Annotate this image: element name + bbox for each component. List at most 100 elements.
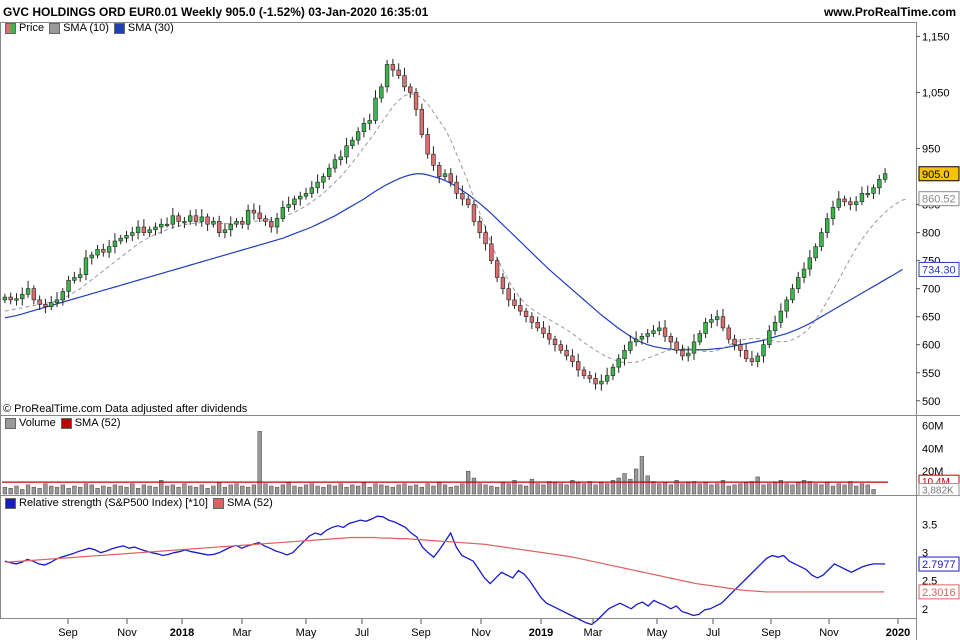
volume-bar xyxy=(674,480,679,495)
candle-body xyxy=(188,215,193,222)
volume-sma-value: 10.4M xyxy=(922,477,950,488)
volume-bar xyxy=(199,484,204,495)
candle-body xyxy=(49,302,54,307)
rs-sma-line xyxy=(5,536,885,593)
volume-bar xyxy=(135,488,141,495)
volume-bar xyxy=(755,476,760,495)
candle-body xyxy=(72,277,77,281)
volume-bar xyxy=(164,485,170,495)
candle-body xyxy=(610,366,616,376)
candle-body xyxy=(865,193,870,196)
volume-bar xyxy=(170,484,175,495)
volume-bar xyxy=(859,483,865,495)
title-bar: GVC HOLDINGS ORD EUR0.01 Weekly 905.0 (-… xyxy=(0,0,960,22)
volume-bar xyxy=(715,483,720,495)
volume-bar xyxy=(292,485,297,495)
volume-bar xyxy=(500,482,506,495)
candle-body xyxy=(211,221,216,225)
candle-body xyxy=(489,243,494,261)
volume-bar xyxy=(89,484,94,495)
candle-body xyxy=(199,216,204,222)
volume-bar xyxy=(83,483,89,495)
candle-body xyxy=(535,322,540,329)
x-tick-label: 2020 xyxy=(886,627,910,639)
volume-bar xyxy=(141,484,147,495)
volume-bar xyxy=(327,484,332,495)
candle-body xyxy=(222,229,228,233)
volume-bar xyxy=(668,484,673,495)
candle-body xyxy=(292,198,297,205)
price-tick-label: 1,150 xyxy=(922,31,950,43)
price-value-box xyxy=(918,261,960,277)
volume-bar xyxy=(95,488,100,495)
candle-body xyxy=(193,215,199,222)
price-tick-label: 700 xyxy=(922,284,940,296)
legend-price-label: Price xyxy=(19,22,45,34)
candle-body xyxy=(686,352,691,357)
volume-bar xyxy=(784,483,789,495)
candle-body xyxy=(518,305,523,312)
candle-body xyxy=(726,327,731,340)
rs-tick-label: 2 xyxy=(922,604,928,616)
volume-bar xyxy=(599,482,604,495)
candle-body xyxy=(321,176,326,183)
candle-body xyxy=(2,296,8,301)
candle-body xyxy=(749,358,755,362)
volume-bar xyxy=(315,485,320,495)
volume-bar xyxy=(738,483,743,495)
volume-bar xyxy=(344,486,349,495)
sma10-line xyxy=(4,93,909,364)
candle-body xyxy=(124,235,129,239)
volume-bar xyxy=(147,485,152,495)
volume-bar xyxy=(361,482,367,495)
price-value-label: 860.52 xyxy=(922,194,956,206)
candle-body xyxy=(471,204,477,222)
rs-value-box xyxy=(918,556,960,572)
candle-body xyxy=(738,344,743,351)
x-tick-label: Sep xyxy=(761,627,781,639)
volume-bar xyxy=(471,477,477,495)
candle-body xyxy=(668,336,674,343)
candle-body xyxy=(714,316,720,320)
x-tick-label: May xyxy=(647,627,668,639)
x-tick-label: Mar xyxy=(233,627,252,639)
volume-bar xyxy=(801,480,807,495)
legend-volume-sma-label: SMA (52) xyxy=(74,417,121,429)
candle-body xyxy=(286,204,291,208)
volume-bar xyxy=(379,484,384,495)
volume-bar xyxy=(506,483,511,495)
website-link[interactable]: www.ProRealTime.com xyxy=(823,5,956,19)
volume-bar xyxy=(830,485,836,495)
candle-body xyxy=(327,167,332,177)
volume-bar xyxy=(14,485,19,495)
candle-body xyxy=(819,232,824,247)
volume-bar xyxy=(570,480,575,495)
candle-body xyxy=(732,338,737,346)
candle-body xyxy=(633,338,639,343)
candle-body xyxy=(784,299,789,312)
volume-bar xyxy=(703,482,708,495)
candle-body xyxy=(720,316,726,329)
candle-body xyxy=(599,380,604,385)
volume-bar xyxy=(836,483,841,495)
volume-bar xyxy=(662,482,668,495)
volume-bar xyxy=(523,485,529,495)
candle-body xyxy=(882,173,888,180)
volume-bar xyxy=(101,485,106,495)
legend-volume-label: Volume xyxy=(19,417,56,429)
candle-body xyxy=(20,293,25,300)
price-value-label: 734.30 xyxy=(922,264,956,276)
candle-body xyxy=(240,221,245,225)
volume-bar xyxy=(483,484,488,495)
volume-bar xyxy=(767,483,772,495)
volume-bar xyxy=(541,484,546,495)
volume-sma-swatch xyxy=(60,417,72,429)
volume-bar xyxy=(303,484,309,495)
volume-bar xyxy=(761,484,766,495)
candle-body xyxy=(697,333,702,343)
candle-body xyxy=(564,350,569,357)
volume-bar xyxy=(610,480,616,495)
candle-body xyxy=(628,341,633,351)
volume-last-box xyxy=(918,483,960,497)
volume-bar xyxy=(628,478,633,495)
